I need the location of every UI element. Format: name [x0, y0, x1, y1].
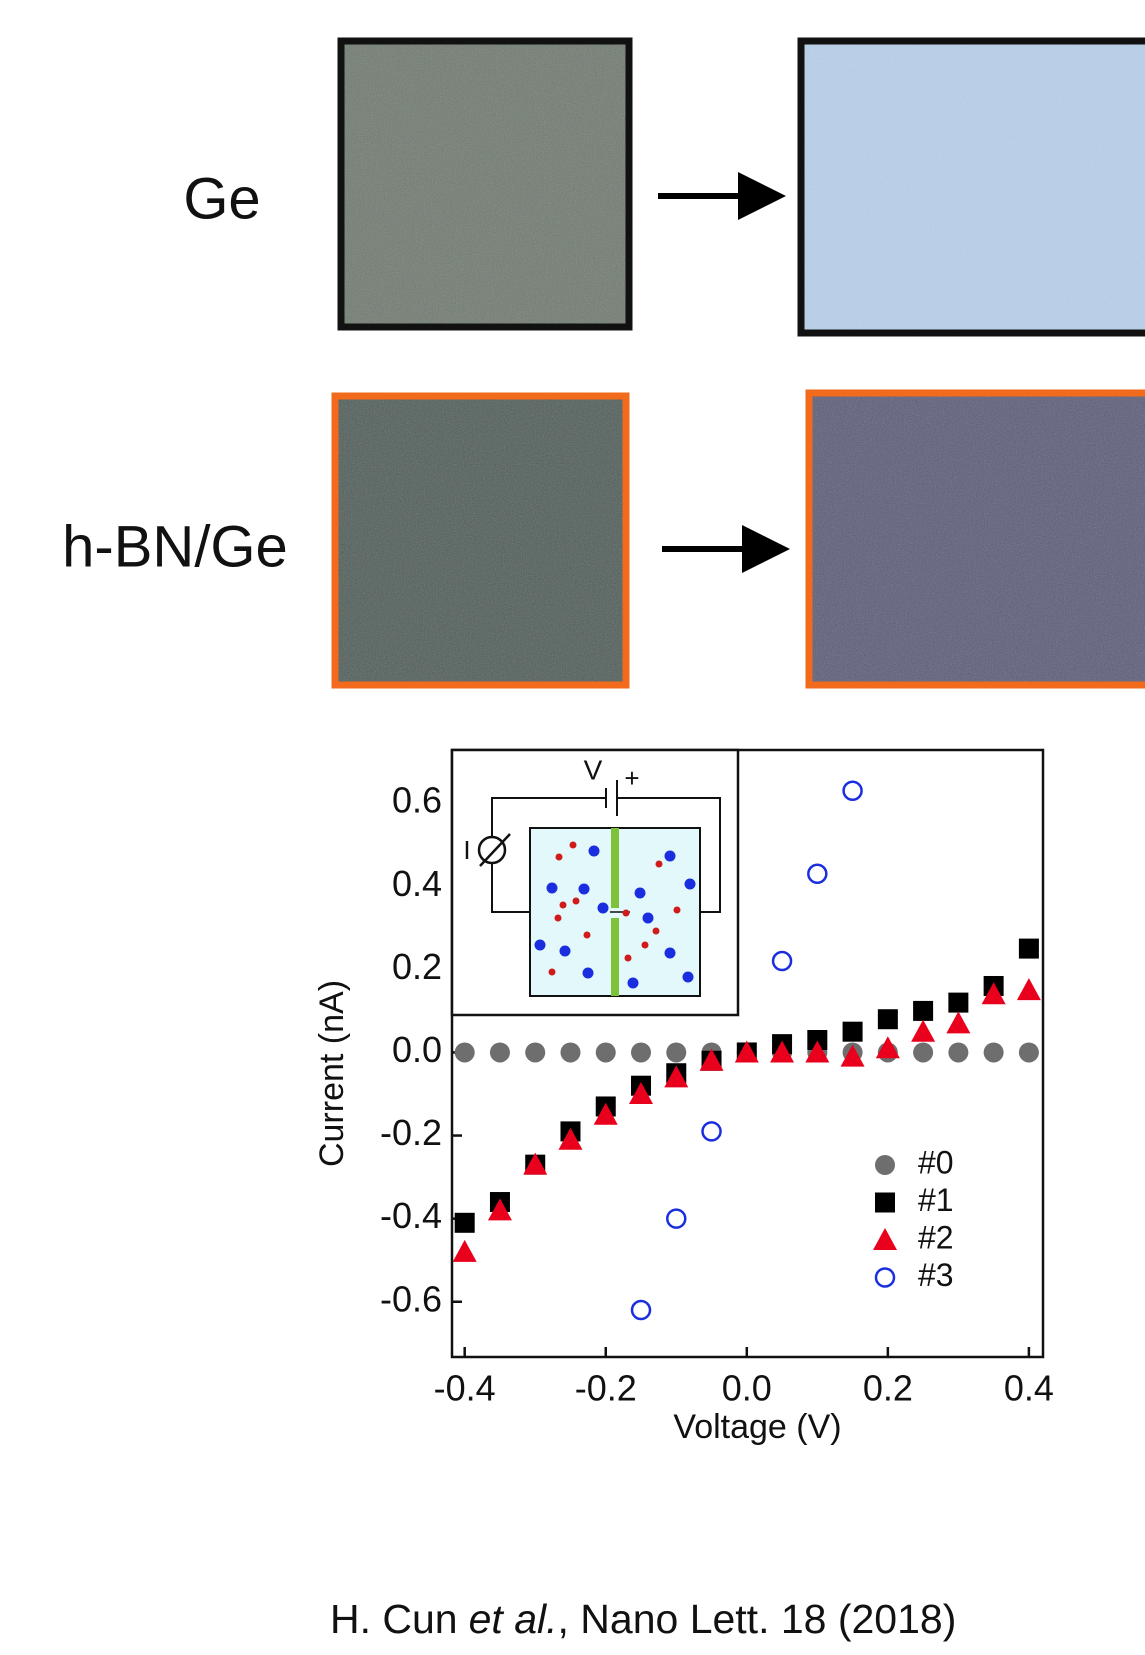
- y-tick-label: 0.6: [392, 780, 442, 821]
- marker-square: [913, 1001, 933, 1021]
- inset-label: +: [624, 763, 639, 793]
- marker-circle: [913, 1042, 933, 1062]
- ion: [643, 913, 654, 924]
- inset: V + I: [452, 750, 738, 1015]
- ammeter: [479, 837, 505, 863]
- x-tick-label: 0.4: [1004, 1368, 1054, 1409]
- legend-marker: [875, 1155, 895, 1175]
- ion: [642, 942, 649, 949]
- marker-circle: [1019, 1042, 1039, 1062]
- ion: [547, 883, 558, 894]
- ion: [598, 903, 609, 914]
- ion: [589, 846, 600, 857]
- marker-circle: [525, 1042, 545, 1062]
- ion: [665, 851, 676, 862]
- legend-marker: [876, 1269, 894, 1287]
- marker-triangle: [453, 1240, 477, 1262]
- legend-label: #0: [918, 1144, 954, 1180]
- ion: [573, 898, 580, 905]
- ion: [584, 932, 591, 939]
- x-axis-label: Voltage (V): [673, 1408, 841, 1446]
- marker-open-circle: [808, 865, 826, 883]
- row-label: Ge: [183, 166, 260, 231]
- membrane: [611, 828, 619, 908]
- marker-open-circle: [667, 1210, 685, 1228]
- y-tick-label: 0.0: [392, 1029, 442, 1070]
- y-tick-label: 0.4: [392, 863, 442, 904]
- ion: [555, 915, 562, 922]
- photo: [809, 393, 1145, 685]
- x-tick-label: -0.2: [575, 1368, 637, 1409]
- ion: [583, 968, 594, 979]
- y-tick-label: -0.6: [380, 1278, 442, 1319]
- ion: [674, 907, 681, 914]
- marker-open-circle: [632, 1301, 650, 1319]
- inset-label: V: [584, 754, 603, 785]
- marker-open-circle: [703, 1122, 721, 1140]
- ion: [560, 946, 571, 957]
- marker-circle: [455, 1042, 475, 1062]
- marker-triangle: [1017, 978, 1041, 1000]
- photo: [341, 41, 629, 327]
- y-tick-label: 0.2: [392, 946, 442, 987]
- y-tick-label: -0.2: [380, 1112, 442, 1153]
- marker-circle: [490, 1042, 510, 1062]
- marker-circle: [631, 1042, 651, 1062]
- ion: [549, 969, 556, 976]
- marker-circle: [948, 1042, 968, 1062]
- ion: [579, 884, 590, 895]
- legend-label: #2: [918, 1219, 954, 1255]
- ion: [683, 972, 694, 983]
- ion: [535, 940, 546, 951]
- ion: [623, 910, 630, 917]
- marker-square: [1019, 939, 1039, 959]
- legend-marker: [873, 1228, 897, 1250]
- membrane: [611, 918, 619, 996]
- ion: [656, 861, 663, 868]
- ion: [560, 902, 567, 909]
- y-tick-label: -0.4: [380, 1195, 442, 1236]
- ion: [665, 948, 676, 959]
- citation-text: , Nano Lett. 18 (2018): [558, 1596, 957, 1642]
- marker-square: [878, 1009, 898, 1029]
- photo: [335, 396, 626, 685]
- marker-circle: [666, 1042, 686, 1062]
- x-tick-label: 0.0: [722, 1368, 772, 1409]
- marker-open-circle: [844, 782, 862, 800]
- legend-label: #3: [918, 1257, 954, 1293]
- legend-marker: [875, 1193, 895, 1213]
- inset-label: I: [463, 835, 470, 865]
- x-tick-label: 0.2: [863, 1368, 913, 1409]
- y-axis-label: Current (nA): [313, 980, 351, 1167]
- photo: [801, 41, 1145, 333]
- page: Ge h-BN/Ge -0.4 -0.2 0.0 0.2 0.4 0.6 0.4 0.2 0.0…: [0, 0, 1145, 1655]
- ion: [556, 854, 563, 861]
- marker-circle: [560, 1042, 580, 1062]
- marker-triangle: [946, 1011, 970, 1033]
- ion: [570, 842, 577, 849]
- marker-square: [455, 1213, 475, 1233]
- marker-circle: [596, 1042, 616, 1062]
- x-tick-label: -0.4: [434, 1368, 496, 1409]
- ion: [653, 928, 660, 935]
- ion: [635, 888, 646, 899]
- ion: [685, 879, 696, 890]
- ion: [628, 978, 639, 989]
- citation-text: H. Cun: [330, 1596, 458, 1642]
- figure: Ge h-BN/Ge -0.4 -0.2 0.0 0.2 0.4 0.6 0.4 0.2 0.0…: [0, 0, 1145, 1590]
- legend-label: #1: [918, 1182, 954, 1218]
- plot: -0.4 -0.2 0.0 0.2 0.4 0.6 0.4 0.2 0.0 -0.2 -0.4 -0.…: [313, 750, 1054, 1446]
- marker-circle: [984, 1042, 1004, 1062]
- marker-open-circle: [773, 952, 791, 970]
- marker-square: [948, 993, 968, 1013]
- citation-text: et al.: [469, 1596, 558, 1642]
- row-label: h-BN/Ge: [62, 514, 288, 579]
- marker-triangle: [911, 1020, 935, 1042]
- marker-square: [843, 1022, 863, 1042]
- ion: [625, 955, 632, 962]
